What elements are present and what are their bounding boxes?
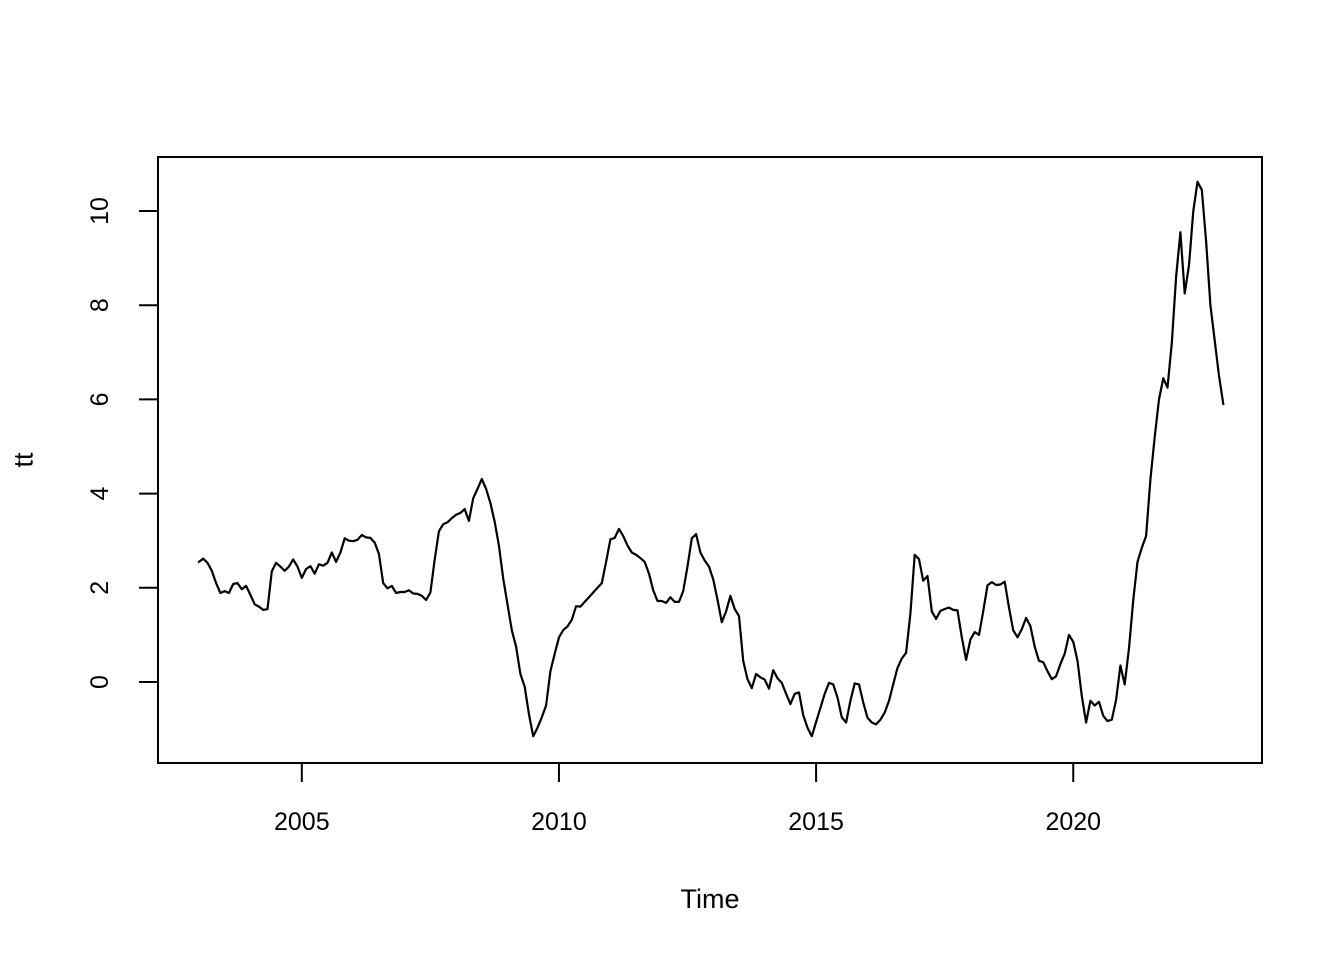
x-tick-label: 2005 <box>274 808 330 836</box>
y-tick-label: 2 <box>86 581 114 595</box>
x-axis-title: Time <box>680 884 740 914</box>
x-tick-label: 2010 <box>531 808 587 836</box>
x-tick-label: 2020 <box>1045 808 1101 836</box>
y-tick-label: 10 <box>86 197 114 225</box>
x-tick-label: 2015 <box>788 808 844 836</box>
y-tick-label: 0 <box>86 675 114 689</box>
y-tick-label: 6 <box>86 392 114 406</box>
series-line <box>197 180 1225 738</box>
y-axis-title: tt <box>8 452 39 468</box>
y-tick-label: 4 <box>86 487 114 501</box>
plot-box <box>157 156 1263 764</box>
y-tick-label: 8 <box>86 298 114 312</box>
